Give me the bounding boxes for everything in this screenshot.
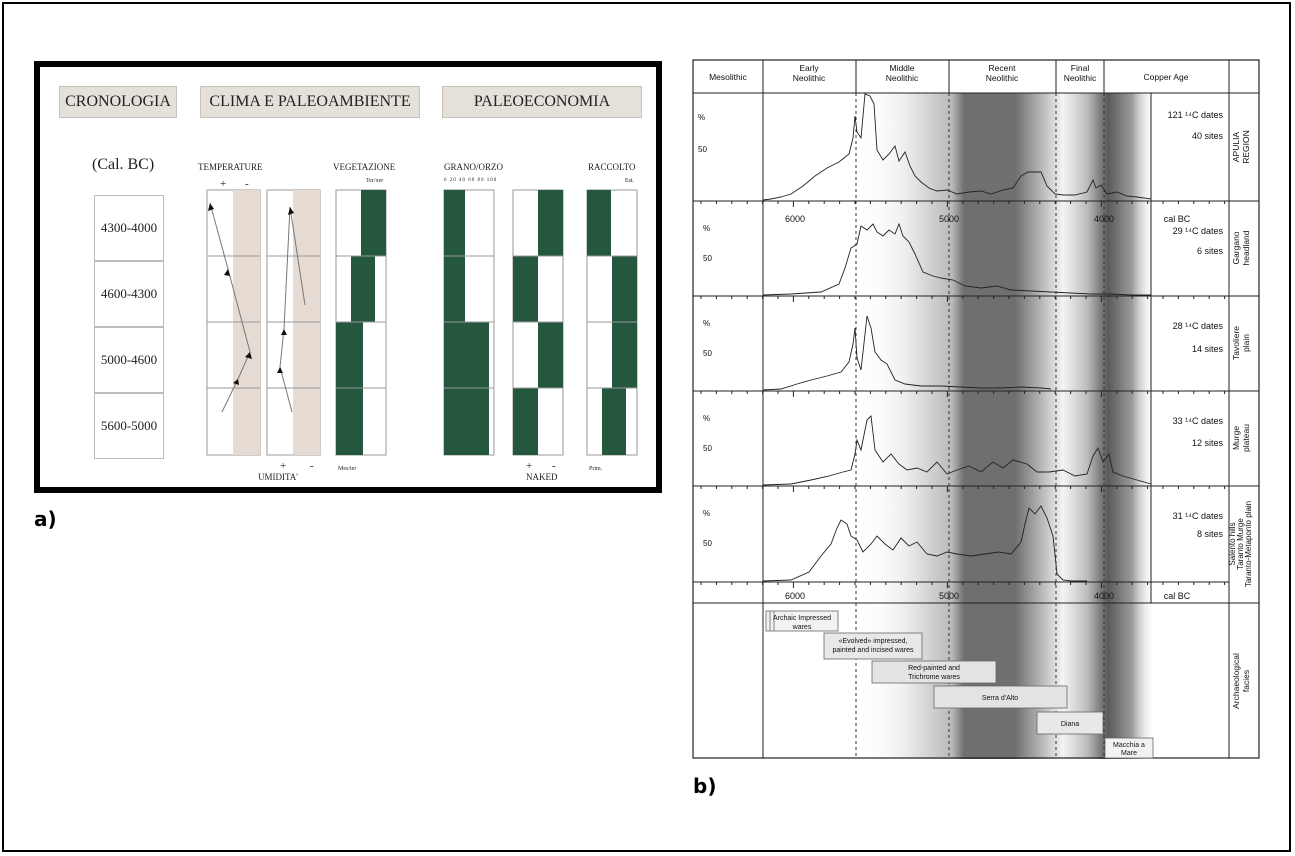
- region-dates: 121 ¹⁴C dates: [1168, 110, 1224, 120]
- period-early-neolithic: Early Neolithic: [793, 63, 826, 83]
- humidity-plus: +: [280, 460, 287, 472]
- facies-label: «Evolved» impressed, painted and incised …: [833, 638, 914, 654]
- probability-curves: [762, 93, 1152, 582]
- period-box: 4300-4000: [94, 195, 164, 261]
- temperature-column: [206, 189, 261, 456]
- header-clima: CLIMA E PALEOAMBIENTE: [200, 86, 420, 118]
- naked-plus: +: [526, 460, 533, 472]
- grain-label: GRANO/ORZO: [444, 162, 504, 172]
- facies-box-diana: [1036, 711, 1104, 735]
- panel-a-columns: [206, 189, 638, 456]
- facies-box-macchia: [1104, 737, 1154, 759]
- axis-tick-4000: 4000: [1094, 214, 1114, 224]
- axis-tick-6000: 6000: [785, 591, 805, 601]
- region-dates: 29 ¹⁴C dates: [1173, 226, 1224, 236]
- region-sites: 12 sites: [1192, 438, 1224, 448]
- grain-column: [443, 189, 495, 456]
- harvest-top-label: Est.: [625, 178, 635, 184]
- region-name: Garganoheadland: [1231, 230, 1251, 265]
- y-percent: %: [703, 224, 710, 233]
- region-dates: 28 ¹⁴C dates: [1173, 321, 1224, 331]
- panel-a-letter: a): [34, 507, 57, 531]
- facies-box-archaic: [765, 610, 839, 632]
- temperature-label: TEMPERATURE: [198, 162, 263, 172]
- facies-box-serra-dalto: [933, 685, 1068, 709]
- vegetation-column: [335, 189, 387, 456]
- period-box: 5600-5000: [94, 393, 164, 459]
- naked-column: [512, 189, 564, 456]
- naked-minus: -: [552, 460, 556, 472]
- y-tick-50: 50: [703, 444, 712, 453]
- vegetation-bottom-label: Mes/ter: [338, 466, 357, 472]
- region-name: Tavoliereplain: [1231, 326, 1251, 360]
- panel-b-diagram: Mesolithic Early Neolithic Middle Neolithi…: [692, 59, 1260, 759]
- panel-b-letter: b): [693, 774, 717, 798]
- facies-label: Macchia a Mare: [1113, 742, 1145, 757]
- panel-a-table: CRONOLOGIA CLIMA E PALEOAMBIENTE PALEOEC…: [34, 61, 662, 493]
- vegetation-label: VEGETAZIONE: [333, 162, 396, 172]
- humidity-minus: -: [310, 460, 314, 472]
- y-tick-50: 50: [703, 539, 712, 548]
- facies-box-evolved: [823, 632, 923, 660]
- cal-bc-label: (Cal. BC): [92, 156, 155, 173]
- period-copper-age: Copper Age: [1144, 72, 1189, 82]
- axis-unit: cal BC: [1164, 214, 1191, 224]
- facies-label: Serra d'Alto: [982, 695, 1018, 702]
- y-tick-50: 50: [698, 145, 707, 154]
- temperature-minus: -: [245, 178, 249, 190]
- period-box: 5000-4600: [94, 327, 164, 393]
- curve-apulia: [762, 93, 1152, 201]
- curve-tavoliere: [762, 315, 1052, 391]
- region-sites: 6 sites: [1197, 246, 1224, 256]
- time-axes: [693, 200, 1229, 583]
- grain-scale: 0 20 40 60 80 100: [444, 178, 498, 183]
- harvest-bottom-label: Prim.: [589, 466, 603, 472]
- harvest-label: RACCOLTO: [588, 162, 636, 172]
- period-final-neolithic: Final Neolithic: [1064, 63, 1097, 83]
- axis-unit: cal BC: [1164, 591, 1191, 601]
- vegetation-top-label: Ter/xer: [366, 178, 384, 184]
- period-box: 4600-4300: [94, 261, 164, 327]
- curve-murge: [762, 415, 1152, 486]
- region-dates: 33 ¹⁴C dates: [1173, 416, 1224, 426]
- y-tick-50: 50: [703, 254, 712, 263]
- y-percent: %: [703, 509, 710, 518]
- facies-box-red-painted: [871, 660, 997, 684]
- y-percent: %: [698, 113, 705, 122]
- region-sites: 40 sites: [1192, 131, 1224, 141]
- region-name: APULIAREGION: [1231, 130, 1251, 164]
- facies-label: Red-painted and Trichrome wares: [908, 665, 960, 681]
- region-name: Murgeplateau: [1231, 424, 1251, 452]
- axis-tick-5000: 5000: [939, 214, 959, 224]
- region-sites: 14 sites: [1192, 344, 1224, 354]
- y-percent: %: [703, 319, 710, 328]
- header-paleoeconomia: PALEOECONOMIA: [442, 86, 642, 118]
- region-name: Salento hillsTaranto MurgeTaranto-Metapo…: [1228, 501, 1253, 587]
- curve-gargano: [762, 222, 1151, 296]
- temperature-plus: +: [220, 178, 227, 190]
- header-cronologia: CRONOLOGIA: [59, 86, 177, 118]
- y-tick-50: 50: [703, 349, 712, 358]
- harvest-column: [586, 189, 638, 456]
- region-sites: 8 sites: [1197, 529, 1224, 539]
- humidity-column: [266, 189, 321, 456]
- facies-label: Archaic Impressed wares: [773, 615, 831, 631]
- facies-title: Archaeologicalfacies: [1231, 653, 1251, 709]
- naked-label: NAKED: [526, 472, 558, 482]
- axis-tick-4000: 4000: [1094, 591, 1114, 601]
- humidity-label: UMIDITA': [258, 472, 298, 482]
- period-mesolithic: Mesolithic: [709, 72, 748, 82]
- period-recent-neolithic: Recent Neolithic: [986, 63, 1019, 83]
- y-percent: %: [703, 414, 710, 423]
- curve-salento: [762, 505, 1087, 582]
- period-middle-neolithic: Middle Neolithic: [886, 63, 919, 83]
- facies-label: Diana: [1061, 721, 1079, 728]
- axis-tick-6000: 6000: [785, 214, 805, 224]
- region-dates: 31 ¹⁴C dates: [1173, 511, 1224, 521]
- axis-tick-5000: 5000: [939, 591, 959, 601]
